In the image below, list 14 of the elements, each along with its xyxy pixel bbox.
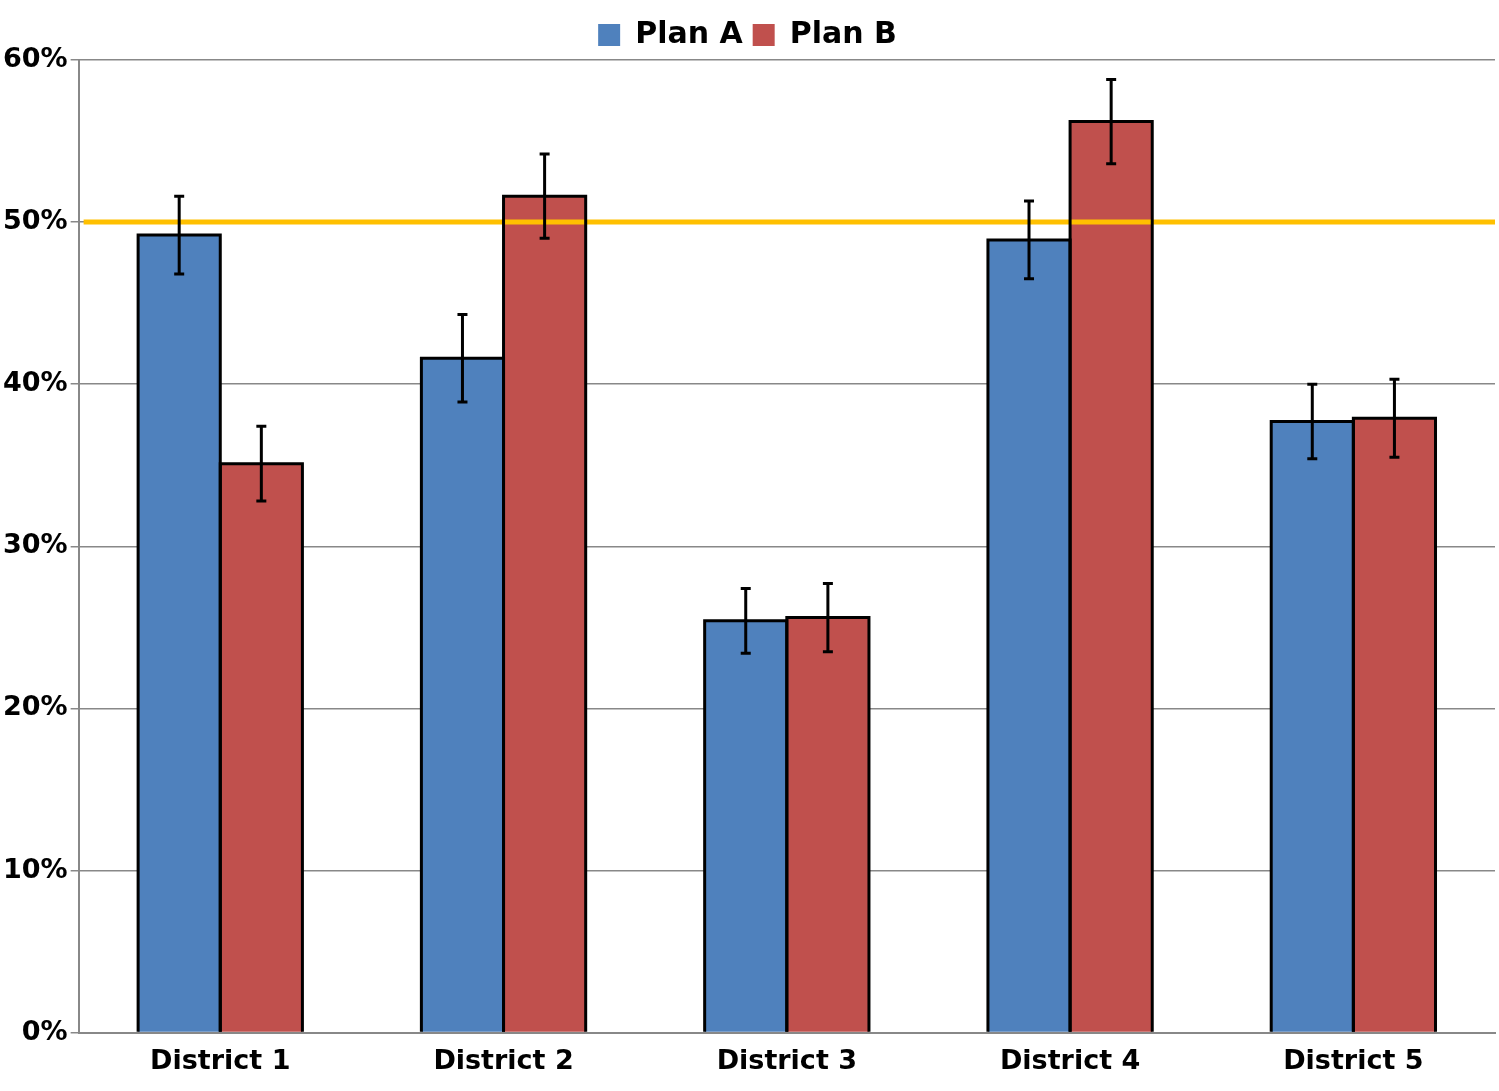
y-tick-label: 0%: [21, 1014, 68, 1046]
legend-label: Plan B: [789, 14, 897, 50]
y-tick-label: 20%: [2, 690, 68, 722]
x-tick-label: District 1: [150, 1043, 291, 1075]
y-tick-label: 40%: [2, 366, 68, 398]
y-tick-label: 50%: [2, 204, 68, 236]
x-tick-label: District 3: [716, 1043, 857, 1075]
y-tick-label: 60%: [2, 42, 68, 74]
x-tick-label: District 4: [999, 1043, 1141, 1075]
y-tick-label: 30%: [2, 528, 68, 560]
y-tick-label: 10%: [2, 852, 68, 884]
x-tick-label: District 2: [433, 1043, 574, 1075]
legend-label: Plan A: [635, 14, 744, 50]
x-tick-label: District 5: [1283, 1043, 1424, 1075]
